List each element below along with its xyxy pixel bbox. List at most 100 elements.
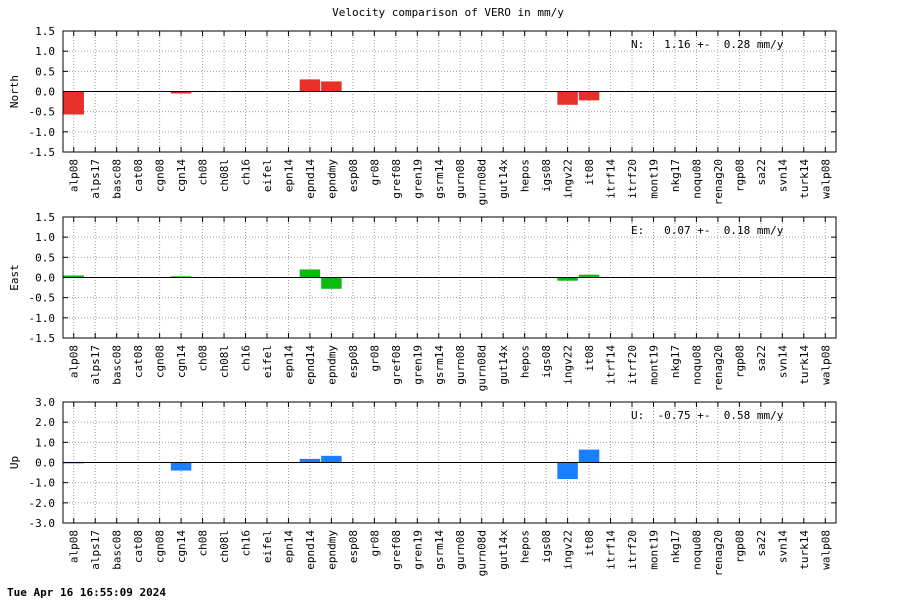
x-tick-label-cat08: cat08 xyxy=(132,530,145,563)
x-tick-label-turk14: turk14 xyxy=(798,345,811,385)
y-tick-label: 2.0 xyxy=(35,416,55,429)
x-tick-label-gurn08d: gurn08d xyxy=(476,159,489,205)
x-tick-label-gurn08: gurn08 xyxy=(454,345,467,385)
x-tick-label-basc08: basc08 xyxy=(111,530,124,570)
x-tick-label-it08: it08 xyxy=(583,345,596,372)
x-tick-label-renag20: renag20 xyxy=(712,345,725,391)
x-tick-label-gut14x: gut14x xyxy=(497,530,510,570)
x-tick-label-gurn08: gurn08 xyxy=(454,530,467,570)
y-tick-label: 1.0 xyxy=(35,45,55,58)
bar-epndmy xyxy=(321,81,342,92)
bar-ingv22 xyxy=(557,91,578,105)
x-tick-label-walp08: walp08 xyxy=(819,530,832,570)
bar-it08 xyxy=(578,449,600,463)
x-tick-label-svn14: svn14 xyxy=(776,159,789,192)
bar-ingv22 xyxy=(557,462,578,480)
x-tick-label-turk14: turk14 xyxy=(798,159,811,199)
y-tick-label: 1.0 xyxy=(35,231,55,244)
x-tick-label-gurn08d: gurn08d xyxy=(476,345,489,391)
y-tick-label: -1.5 xyxy=(29,146,56,159)
x-tick-label-nkg17: nkg17 xyxy=(669,159,682,192)
x-tick-label-gsrm14: gsrm14 xyxy=(433,345,446,385)
x-tick-label-alps17: alps17 xyxy=(89,345,102,385)
x-tick-label-cgn08: cgn08 xyxy=(154,159,167,192)
bar-cgn14 xyxy=(170,462,192,471)
x-tick-label-hepos: hepos xyxy=(519,530,532,563)
x-tick-label-ingv22: ingv22 xyxy=(562,530,575,570)
x-tick-label-itrf14: itrf14 xyxy=(605,530,618,570)
x-tick-label-gren19: gren19 xyxy=(411,159,424,199)
x-tick-label-gut14x: gut14x xyxy=(497,345,510,385)
x-tick-label-esp08: esp08 xyxy=(347,159,360,192)
x-tick-label-itrf14: itrf14 xyxy=(605,159,618,199)
bar-it08 xyxy=(578,91,600,101)
panel-north: 1.5 1.0 0.5 0.0 -0.5 -1.0 -1.5 alp08 alps17 basc0… xyxy=(8,25,837,205)
x-tick-label-igs08: igs08 xyxy=(540,345,553,378)
y-tick-label: 0.5 xyxy=(35,251,55,264)
bar-it08 xyxy=(578,274,600,278)
y-tick-label: 3.0 xyxy=(35,396,55,409)
x-tick-label-epnd14: epnd14 xyxy=(304,345,317,385)
bar-alp08 xyxy=(63,91,84,115)
x-tick-label-rgp08: rgp08 xyxy=(733,159,746,192)
x-tick-label-turk14: turk14 xyxy=(798,530,811,570)
x-tick-label-noqu08: noqu08 xyxy=(690,159,703,199)
x-tick-label-ch08l: ch08l xyxy=(218,530,231,563)
y-tick-label: -1.0 xyxy=(29,312,56,325)
x-tick-label-cgn14: cgn14 xyxy=(175,530,188,563)
x-tick-label-cgn08: cgn08 xyxy=(154,345,167,378)
x-tick-label-gsrm14: gsrm14 xyxy=(433,530,446,570)
x-tick-label-ch08: ch08 xyxy=(197,159,210,186)
x-tick-label-hepos: hepos xyxy=(519,159,532,192)
x-tick-label-itrf20: itrf20 xyxy=(626,345,639,385)
x-tick-label-itrf20: itrf20 xyxy=(626,530,639,570)
x-tick-label-hepos: hepos xyxy=(519,345,532,378)
panel-up: 3.0 2.0 1.0 0.0 -1.0 -2.0 -3.0 alp08 alps17 basc0… xyxy=(8,396,837,576)
y-tick-label: -1.0 xyxy=(29,477,56,490)
x-tick-label-walp08: walp08 xyxy=(819,159,832,199)
x-tick-label-cgn14: cgn14 xyxy=(175,345,188,378)
x-tick-label-eifel: eifel xyxy=(261,345,274,378)
x-tick-label-alp08: alp08 xyxy=(68,159,81,192)
plot-frame xyxy=(62,30,837,153)
y-tick-label: 1.5 xyxy=(35,25,55,38)
x-tick-label-epndmy: epndmy xyxy=(325,159,338,199)
y-tick-label: 0.0 xyxy=(35,457,55,470)
x-tick-label-cat08: cat08 xyxy=(132,159,145,192)
x-tick-label-gref08: gref08 xyxy=(390,530,403,570)
x-tick-label-esp08: esp08 xyxy=(347,530,360,563)
x-tick-label-renag20: renag20 xyxy=(712,159,725,205)
x-tick-label-alps17: alps17 xyxy=(89,530,102,570)
y-tick-label: -2.0 xyxy=(29,497,56,510)
x-tick-label-nkg17: nkg17 xyxy=(669,530,682,563)
x-tick-label-svn14: svn14 xyxy=(776,345,789,378)
x-tick-label-gr08: gr08 xyxy=(368,159,381,186)
x-tick-label-svn14: svn14 xyxy=(776,530,789,563)
y-tick-label: 1.5 xyxy=(35,211,55,224)
x-tick-label-gref08: gref08 xyxy=(390,159,403,199)
x-tick-label-esp08: esp08 xyxy=(347,345,360,378)
y-tick-label: 0.0 xyxy=(35,86,55,99)
plot-frame xyxy=(62,401,837,524)
x-tick-label-ch16: ch16 xyxy=(240,159,253,186)
x-tick-label-epnd14: epnd14 xyxy=(304,159,317,199)
y-axis-label: East xyxy=(8,264,21,291)
x-tick-label-rgp08: rgp08 xyxy=(733,530,746,563)
x-tick-label-alp08: alp08 xyxy=(68,530,81,563)
x-tick-label-gut14x: gut14x xyxy=(497,159,510,199)
x-tick-label-itrf20: itrf20 xyxy=(626,159,639,199)
y-tick-label: 0.0 xyxy=(35,272,55,285)
x-tick-label-ch08l: ch08l xyxy=(218,159,231,192)
x-tick-label-sa22: sa22 xyxy=(755,530,768,557)
x-tick-label-alp08: alp08 xyxy=(68,345,81,378)
x-tick-label-basc08: basc08 xyxy=(111,159,124,199)
y-tick-label: -1.5 xyxy=(29,332,56,345)
y-tick-label: 0.5 xyxy=(35,65,55,78)
y-tick-label: -0.5 xyxy=(29,106,56,119)
x-tick-label-sa22: sa22 xyxy=(755,345,768,372)
x-tick-label-gurn08d: gurn08d xyxy=(476,530,489,576)
x-tick-label-renag20: renag20 xyxy=(712,530,725,576)
stats-annotation: N: 1.16 +- 0.28 mm/y xyxy=(631,38,784,51)
bar-cgn14 xyxy=(170,91,192,94)
x-tick-label-it08: it08 xyxy=(583,530,596,557)
